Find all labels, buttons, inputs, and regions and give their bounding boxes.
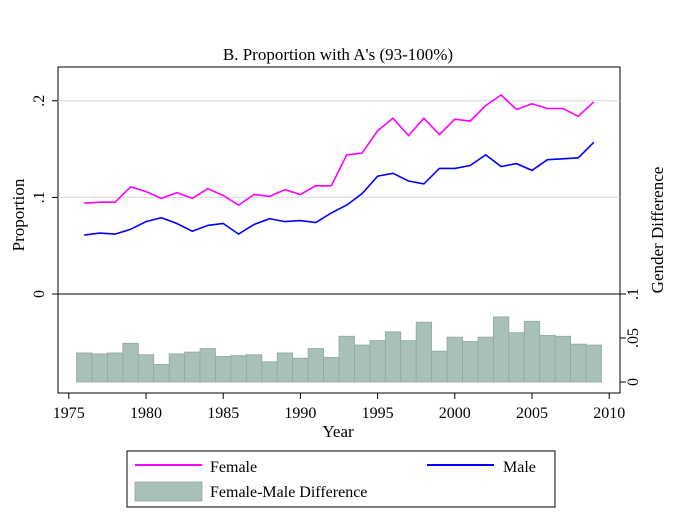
difference-bar (384, 331, 402, 383)
legend-female-label: Female (210, 459, 257, 476)
difference-bar (539, 334, 556, 383)
series-line-male (84, 141, 595, 236)
y-tick-label: 0 (31, 290, 48, 298)
difference-bar (168, 353, 186, 383)
difference-bar (122, 342, 139, 383)
difference-bar (153, 363, 170, 383)
y2-tick-label: .05 (625, 328, 642, 348)
difference-bar (230, 355, 247, 383)
difference-bar (415, 321, 433, 383)
upper-plot-area (57, 66, 621, 295)
difference-bar (91, 353, 108, 383)
y2-tick-label: .1 (625, 288, 642, 300)
difference-bar (354, 344, 371, 383)
difference-bar (276, 352, 294, 383)
difference-bar (292, 357, 309, 383)
y-axis-label: Proportion (9, 178, 28, 251)
x-tick-label: 1980 (130, 405, 162, 422)
difference-bar (369, 340, 386, 383)
difference-bar (570, 343, 587, 383)
x-tick-label: 2010 (593, 405, 625, 422)
difference-bar (215, 356, 232, 383)
difference-bar (523, 320, 541, 383)
x-tick-label: 1985 (207, 405, 239, 422)
difference-bar (462, 341, 479, 383)
x-tick-label: 1995 (362, 405, 394, 422)
difference-bar (245, 354, 263, 383)
gridlines (58, 100, 620, 198)
difference-bar (431, 350, 448, 383)
x-axis-label: Year (322, 422, 354, 441)
y2-tick-label: 0 (625, 378, 642, 386)
difference-bar (446, 336, 463, 383)
difference-bar (199, 348, 216, 383)
x-axis-ticks: 1975 1980 1985 1990 1995 2000 2005 2010 (53, 393, 625, 422)
chart-title: B. Proportion with A's (93-100%) (223, 45, 453, 64)
series-line-female (84, 93, 595, 207)
x-tick-label: 2000 (439, 405, 471, 422)
difference-bar (508, 332, 525, 383)
difference-bar (76, 352, 93, 383)
difference-bar (554, 335, 571, 383)
x-tick-label: 1975 (53, 405, 85, 422)
difference-bar (477, 336, 494, 383)
difference-bars (76, 316, 602, 383)
difference-bar (338, 335, 355, 383)
legend-difference-swatch (134, 481, 203, 502)
y2-axis-ticks: 0 .05 .1 (620, 288, 642, 386)
legend: Female Male Female-Male Difference (126, 450, 556, 508)
y-tick-label: .2 (31, 95, 48, 107)
difference-bar (400, 340, 417, 383)
legend-difference-label: Female-Male Difference (210, 484, 367, 501)
difference-bar (323, 356, 340, 383)
difference-bar (585, 344, 602, 383)
y-tick-label: .1 (31, 191, 48, 203)
difference-bar (107, 352, 124, 383)
series-lines (84, 93, 595, 236)
difference-bar (137, 354, 155, 383)
y2-axis-label: Gender Difference (648, 167, 667, 294)
difference-bar (492, 316, 510, 383)
difference-bar (184, 351, 201, 383)
y-axis-ticks: 0 .1 .2 (31, 95, 58, 298)
difference-bar (261, 361, 278, 383)
difference-bar (307, 348, 324, 383)
x-tick-label: 1990 (284, 405, 316, 422)
x-tick-label: 2005 (516, 405, 548, 422)
legend-male-label: Male (503, 459, 536, 476)
